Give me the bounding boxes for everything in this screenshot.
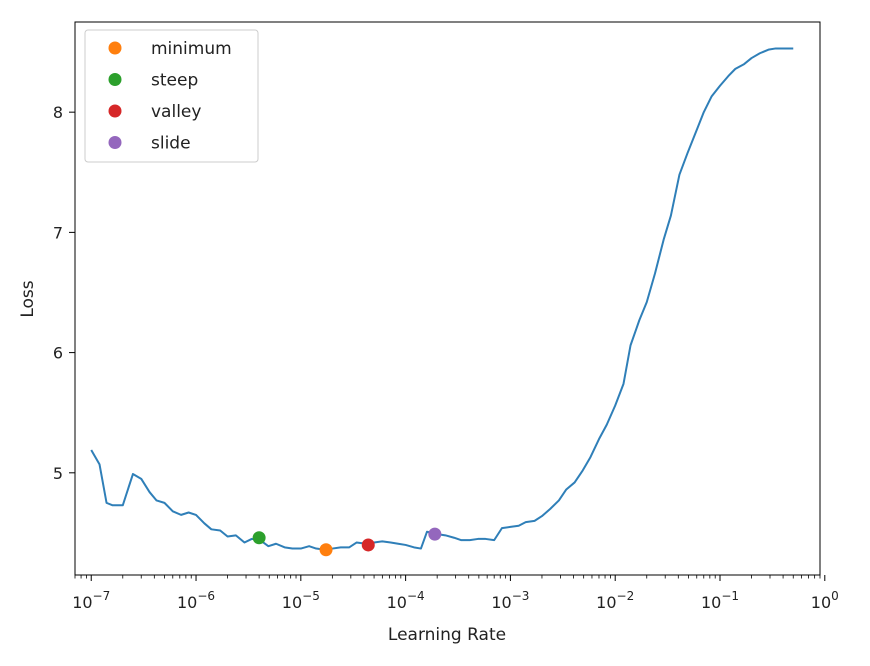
legend-box	[84, 29, 259, 163]
legend: minimum steep valley slide	[84, 29, 259, 163]
marker-slide	[428, 527, 442, 541]
x-tick-label: 10−4	[387, 589, 425, 612]
legend-label-minimum: minimum	[151, 39, 232, 59]
legend-marker-valley	[108, 104, 122, 118]
legend-marker-slide	[108, 136, 122, 149]
legend-label-steep: steep	[151, 71, 198, 91]
y-tick-label: 5	[53, 464, 63, 483]
x-axis-title: Learning Rate	[388, 625, 506, 645]
marker-minimum	[319, 543, 333, 557]
x-tick-label: 10−1	[701, 589, 739, 612]
x-tick-label: 10−7	[72, 589, 110, 612]
y-axis-title: Loss	[18, 280, 38, 317]
y-tick-label: 6	[53, 344, 63, 363]
legend-label-slide: slide	[151, 134, 191, 154]
y-tick-label: 7	[53, 223, 63, 242]
x-axis-ticks: 10−7 10−6 10−5 10−4 10−3 10−2 10−1 100	[72, 575, 839, 612]
x-tick-label: 10−6	[177, 589, 215, 612]
x-tick-label: 100	[811, 589, 839, 612]
x-tick-label: 10−3	[491, 589, 529, 612]
loss-line	[90, 47, 794, 551]
marker-steep	[252, 531, 266, 545]
suggestion-markers	[252, 527, 442, 557]
x-tick-label: 10−5	[282, 589, 320, 612]
y-tick-label: 8	[53, 103, 63, 122]
marker-valley	[361, 538, 375, 552]
y-axis-ticks: 5 6 7 8	[53, 103, 75, 483]
legend-label-valley: valley	[151, 102, 201, 122]
legend-marker-steep	[108, 73, 122, 86]
legend-marker-minimum	[108, 41, 122, 55]
x-tick-label: 10−2	[596, 589, 634, 612]
